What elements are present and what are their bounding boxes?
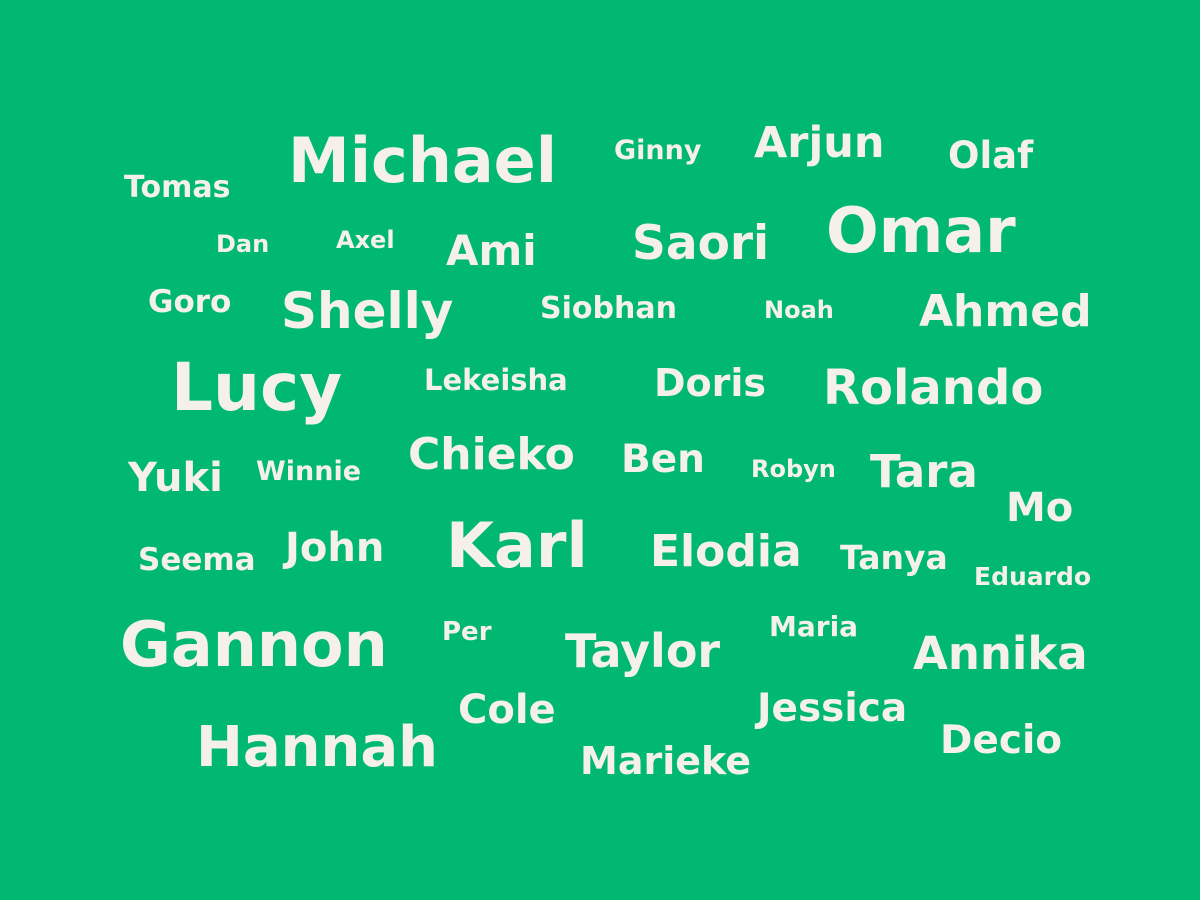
word-goro: Goro xyxy=(148,284,232,320)
word-mo: Mo xyxy=(1006,485,1074,531)
word-karl: Karl xyxy=(446,509,588,582)
word-john: John xyxy=(285,525,385,571)
word-tanya: Tanya xyxy=(840,538,948,577)
word-ami: Ami xyxy=(446,226,537,275)
word-tara: Tara xyxy=(870,445,978,498)
word-chieko: Chieko xyxy=(408,429,575,480)
word-dan: Dan xyxy=(216,230,270,258)
word-ben: Ben xyxy=(621,437,705,482)
word-decio: Decio xyxy=(940,718,1063,763)
word-ahmed: Ahmed xyxy=(919,286,1092,337)
word-tomas: Tomas xyxy=(124,170,231,205)
word-noah: Noah xyxy=(764,296,834,324)
word-seema: Seema xyxy=(138,542,256,578)
word-taylor: Taylor xyxy=(565,624,721,678)
word-lucy: Lucy xyxy=(171,349,343,426)
word-axel: Axel xyxy=(336,226,395,254)
word-maria: Maria xyxy=(769,610,859,643)
word-per: Per xyxy=(442,617,492,647)
word-gannon: Gannon xyxy=(120,608,388,681)
word-winnie: Winnie xyxy=(256,456,362,487)
word-saori: Saori xyxy=(632,216,770,271)
word-arjun: Arjun xyxy=(754,118,885,168)
word-eduardo: Eduardo xyxy=(974,562,1092,591)
word-marieke: Marieke xyxy=(580,739,752,783)
word-jessica: Jessica xyxy=(757,686,908,731)
word-doris: Doris xyxy=(654,361,767,405)
word-siobhan: Siobhan xyxy=(540,291,677,326)
word-omar: Omar xyxy=(826,194,1016,267)
word-olaf: Olaf xyxy=(948,134,1034,177)
word-rolando: Rolando xyxy=(823,360,1044,416)
word-robyn: Robyn xyxy=(751,455,836,483)
word-lekeisha: Lekeisha xyxy=(424,363,568,397)
word-ginny: Ginny xyxy=(614,135,702,166)
word-yuki: Yuki xyxy=(128,455,223,501)
word-michael: Michael xyxy=(288,124,557,197)
word-elodia: Elodia xyxy=(650,526,802,577)
word-annika: Annika xyxy=(913,627,1088,680)
word-cole: Cole xyxy=(458,687,556,733)
word-shelly: Shelly xyxy=(281,282,454,340)
word-hannah: Hannah xyxy=(196,715,439,780)
